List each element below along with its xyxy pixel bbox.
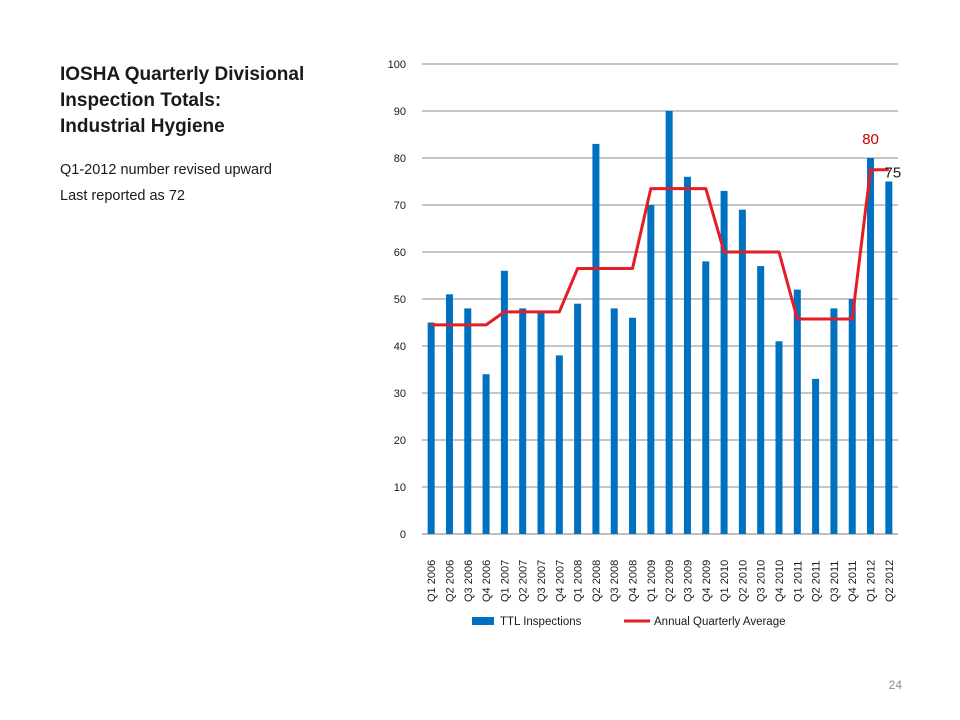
x-tick-label: Q4 2007: [554, 560, 566, 602]
x-tick-label: Q2 2011: [811, 561, 823, 602]
bar-q1-2006: [427, 322, 435, 534]
x-tick-label: Q1 2006: [426, 560, 438, 602]
bar-q2-2011: [812, 378, 820, 534]
bar-q1-2011: [793, 289, 801, 534]
bar-q2-2010: [738, 209, 746, 534]
y-tick-label: 30: [394, 388, 406, 400]
bar-q2-2008: [592, 143, 600, 534]
y-tick-label: 50: [394, 294, 406, 306]
x-tick-label: Q3 2006: [463, 560, 475, 602]
bar-q1-2008: [574, 303, 582, 534]
x-tick-label: Q4 2006: [481, 560, 493, 602]
x-tick-label: Q1 2008: [573, 560, 585, 602]
annotation-75: 75: [885, 165, 902, 182]
bar-q2-2007: [519, 308, 527, 534]
annotation-80: 80: [862, 131, 879, 148]
y-tick-label: 100: [388, 59, 406, 71]
bar-q4-2010: [775, 341, 783, 534]
x-tick-label: Q3 2009: [682, 560, 694, 602]
legend-bar-label: TTL Inspections: [500, 616, 582, 628]
bar-q2-2006: [445, 294, 453, 534]
bar-q4-2006: [482, 374, 490, 534]
title-line: IOSHA Quarterly Divisional: [60, 64, 305, 85]
bar-q1-2009: [647, 205, 655, 534]
title-line: Inspection Totals:: [60, 90, 222, 111]
x-tick-label: Q4 2009: [701, 560, 713, 602]
x-tick-label: Q3 2007: [536, 560, 548, 602]
y-tick-label: 80: [394, 153, 406, 165]
bar-q3-2006: [464, 308, 472, 534]
x-tick-label: Q2 2010: [737, 560, 749, 602]
bar-q3-2010: [757, 266, 765, 534]
legend-line-label: Annual Quarterly Average: [654, 616, 785, 628]
x-tick-label: Q4 2011: [847, 561, 859, 602]
x-tick-label: Q3 2008: [609, 560, 621, 602]
revision-note: Q1-2012 number revised upward: [60, 162, 272, 178]
bar-q1-2010: [720, 190, 728, 534]
x-tick-label: Q1 2010: [719, 560, 731, 602]
previous-value-note: Last reported as 72: [60, 188, 185, 204]
x-tick-label: Q3 2011: [829, 561, 841, 602]
x-tick-label: Q1 2009: [646, 560, 658, 602]
bar-q4-2011: [848, 299, 856, 534]
bar-q3-2008: [610, 308, 618, 534]
x-tick-label: Q2 2009: [664, 560, 676, 602]
x-tick-label: Q1 2012: [866, 560, 878, 602]
bar-q3-2007: [537, 313, 545, 534]
bar-q4-2009: [702, 261, 710, 534]
page-number: 24: [888, 678, 902, 692]
x-tick-label: Q2 2006: [444, 560, 456, 602]
bar-q1-2007: [500, 270, 508, 534]
bar-q4-2007: [555, 355, 563, 534]
notes-block: Q1-2012 number revised upward Last repor…: [60, 157, 360, 209]
y-tick-label: 70: [394, 200, 406, 212]
x-tick-label: Q4 2010: [774, 560, 786, 602]
bar-q2-2009: [665, 111, 673, 534]
x-tick-label: Q1 2007: [499, 560, 511, 602]
y-tick-label: 40: [394, 341, 406, 353]
x-tick-label: Q2 2012: [884, 560, 896, 602]
x-tick-label: Q3 2010: [756, 560, 768, 602]
x-tick-label: Q4 2008: [628, 560, 640, 602]
x-tick-label: Q2 2007: [518, 560, 530, 602]
x-tick-label: Q2 2008: [591, 560, 603, 602]
page-title: IOSHA Quarterly Divisional Inspection To…: [60, 62, 360, 140]
bar-q3-2011: [830, 308, 838, 534]
legend-bar-swatch: [472, 617, 494, 625]
y-tick-label: 90: [394, 106, 406, 118]
y-tick-label: 60: [394, 247, 406, 259]
x-tick-label: Q1 2011: [792, 561, 804, 602]
bar-q2-2012: [885, 181, 893, 534]
bar-q4-2008: [629, 317, 637, 534]
bar-q1-2012: [867, 158, 875, 534]
y-tick-label: 0: [400, 529, 406, 541]
average-line: [431, 168, 889, 327]
title-line: Industrial Hygiene: [60, 116, 225, 137]
bar-q3-2009: [683, 176, 691, 535]
y-tick-label: 20: [394, 435, 406, 447]
y-tick-label: 10: [394, 482, 406, 494]
